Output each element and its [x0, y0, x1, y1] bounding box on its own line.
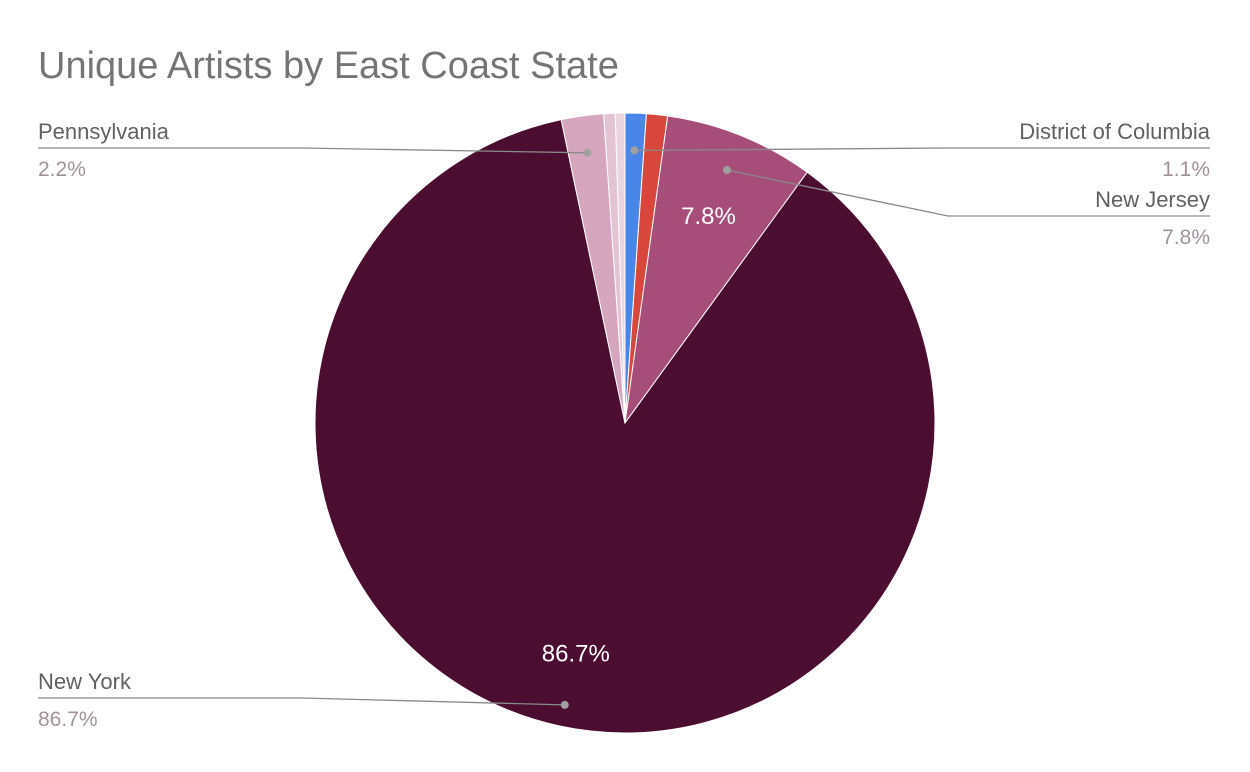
slice-inner-labels: 7.8% 86.7%: [542, 203, 736, 667]
chart-title: Unique Artists by East Coast State: [38, 45, 619, 87]
callout-label-pennsylvania: Pennsylvania: [38, 119, 170, 144]
pie-slice-other-6: [614, 112, 626, 424]
leader-line-pennsylvania: [38, 147, 588, 154]
leader-line-district-of-columbia: [634, 147, 1210, 152]
leader-dot-new-york: [560, 700, 569, 709]
callout-pct-pennsylvania: 2.2%: [38, 158, 86, 181]
slice-callouts: Pennsylvania 2.2% District of Columbia 1.1%…: [38, 119, 1211, 731]
leader-dot-district-of-columbia: [630, 146, 639, 155]
leader-line-new-jersey: [726, 169, 1210, 217]
callout-label-new-york: New York: [38, 669, 132, 694]
inner-label-new-york: 86.7%: [542, 640, 610, 667]
callout-label-new-jersey: New Jersey: [1095, 187, 1210, 212]
callout-pct-new-york: 86.7%: [38, 708, 98, 731]
callout-label-district-of-columbia: District of Columbia: [1019, 119, 1210, 144]
inner-label-new-jersey: 7.8%: [681, 203, 736, 230]
pie-slice-new-york: [314, 119, 936, 734]
pie-slices: [314, 112, 936, 734]
pie-slice-new-jersey: [624, 115, 808, 424]
callout-pct-district-of-columbia: 1.1%: [1162, 158, 1210, 181]
leader-dot-new-jersey: [723, 166, 731, 174]
leader-line-new-york: [38, 697, 565, 706]
leader-dot-pennsylvania: [583, 148, 592, 157]
callout-pct-new-jersey: 7.8%: [1162, 226, 1210, 249]
